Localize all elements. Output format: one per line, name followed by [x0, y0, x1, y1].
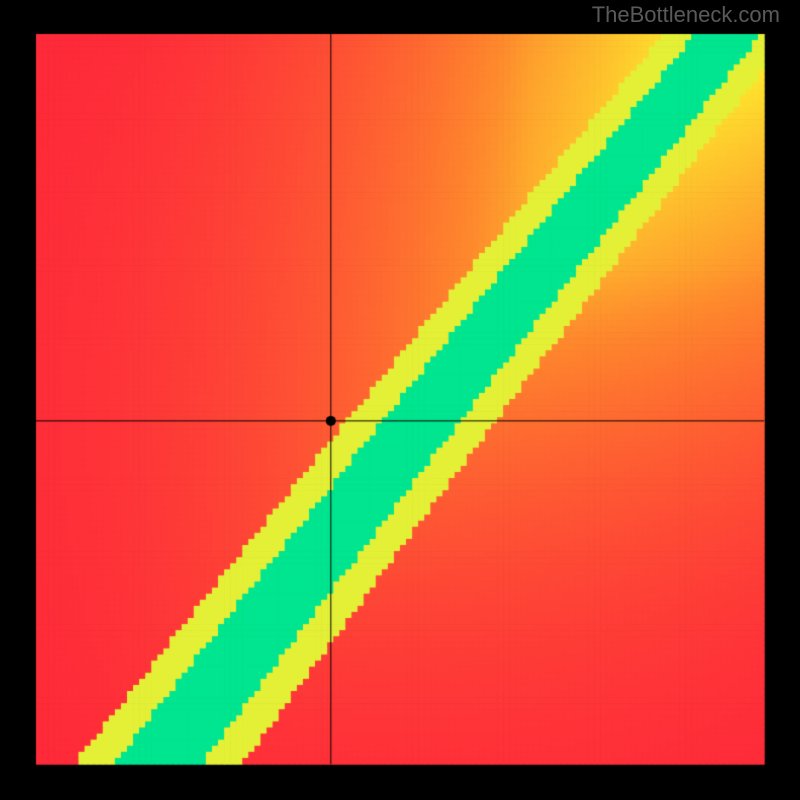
- chart-container: TheBottleneck.com: [0, 0, 800, 800]
- bottleneck-heatmap: [0, 0, 800, 800]
- watermark-text: TheBottleneck.com: [592, 2, 780, 28]
